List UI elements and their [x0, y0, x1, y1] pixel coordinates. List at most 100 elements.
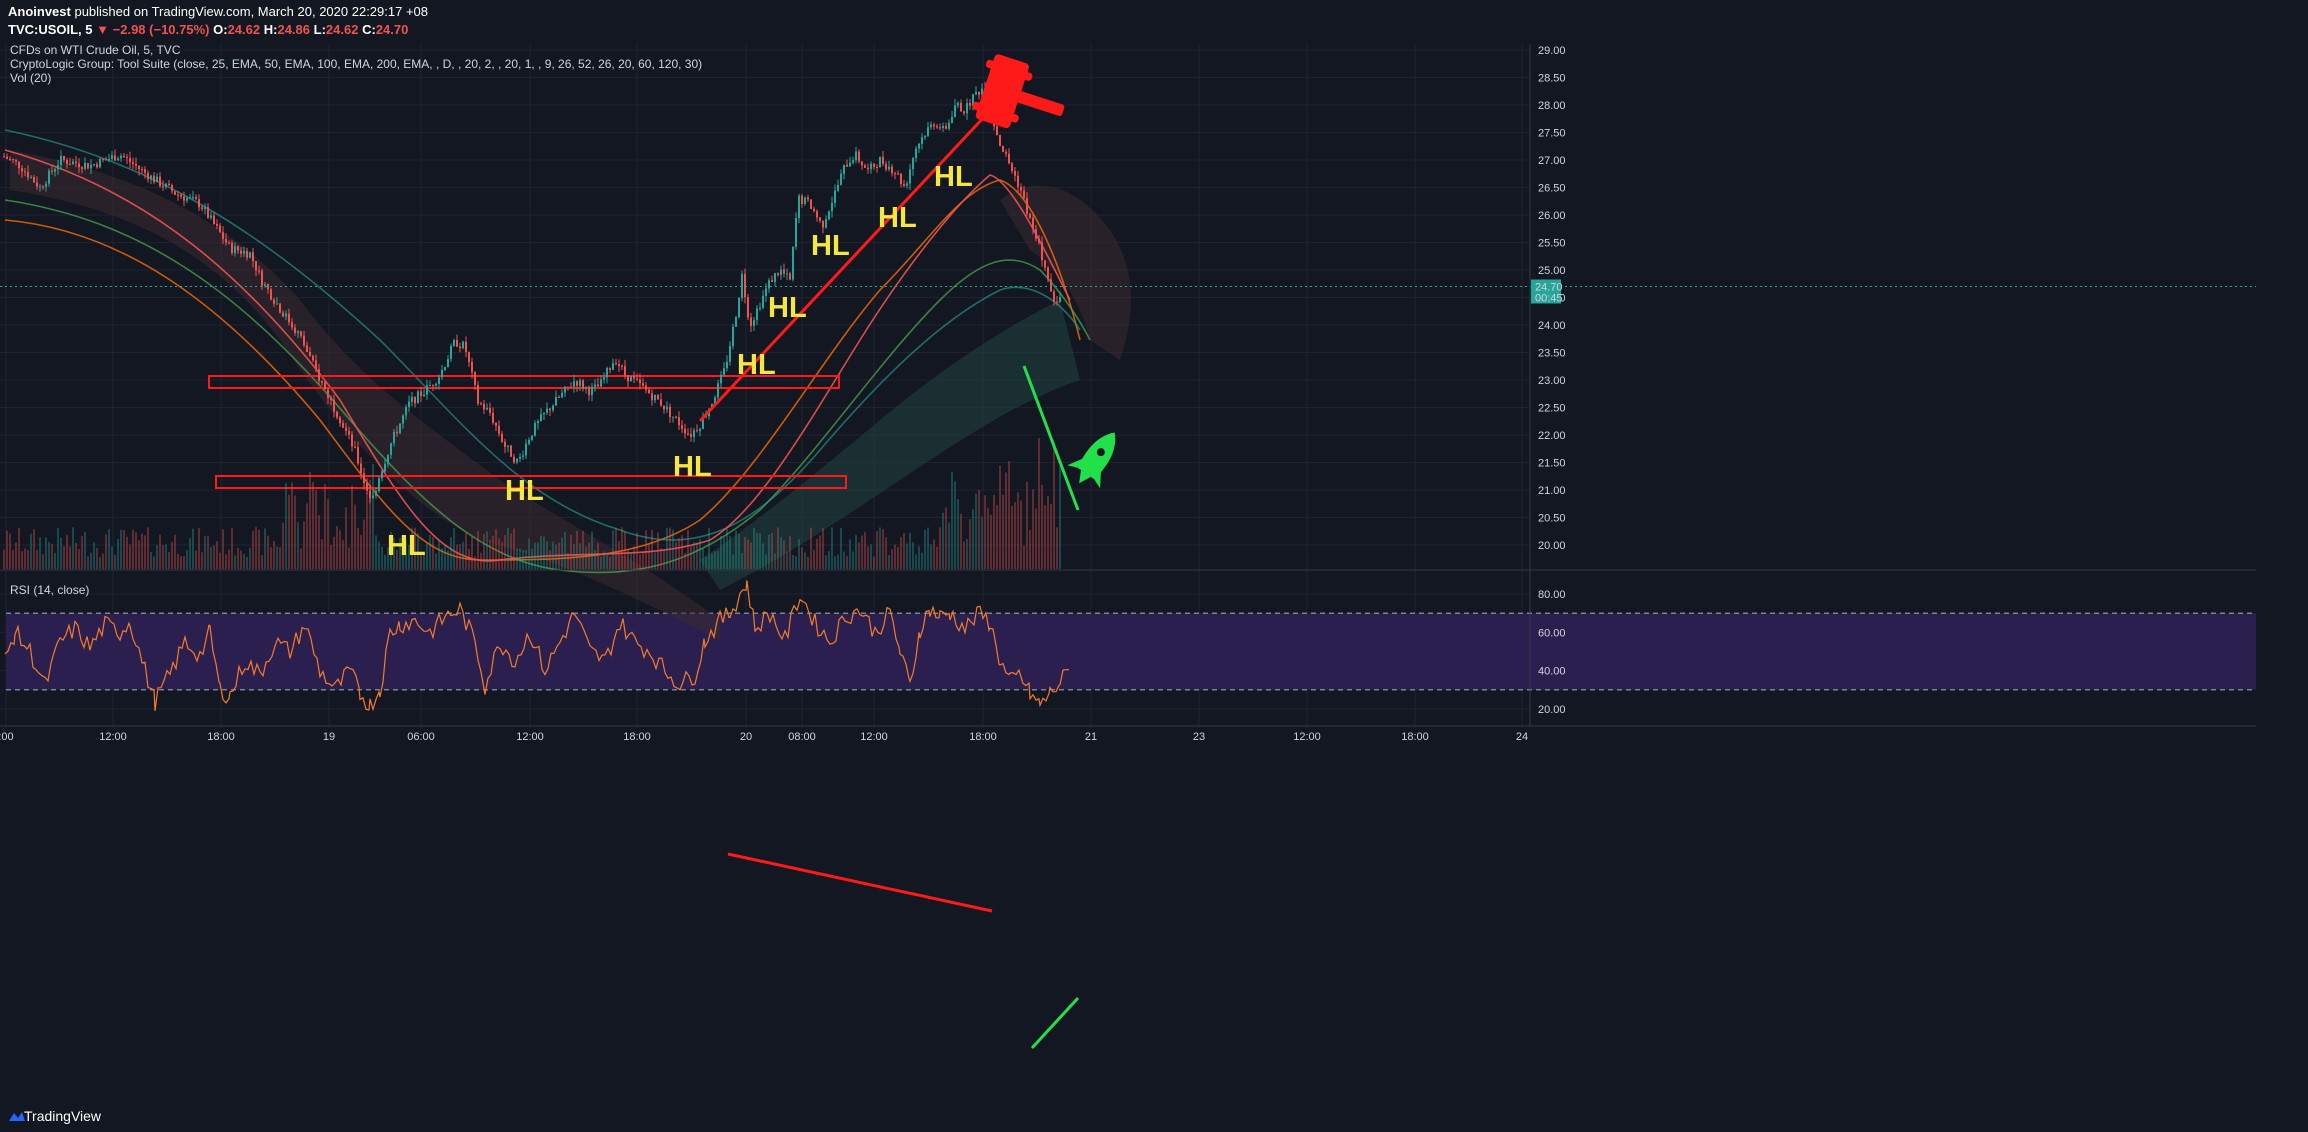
volume-bar [60, 537, 62, 569]
indicator-legend[interactable]: CryptoLogic Group: Tool Suite (close, 25… [10, 57, 702, 71]
candle-body [663, 405, 665, 410]
chart-canvas[interactable]: HL HL HL HL HL HL HL HL CFDs on WTI Crud… [0, 44, 2308, 1100]
falling-trendline[interactable] [1022, 365, 1080, 511]
rsi-axis[interactable]: 80.00 60.00 40.00 20.00 [1538, 589, 1566, 716]
volume-bar [3, 549, 5, 569]
volume-bar [594, 550, 596, 569]
volume-bar [210, 546, 212, 569]
time-tick-label: 18:00 [623, 731, 651, 743]
candle-body [321, 381, 323, 383]
candle-body [318, 369, 320, 382]
candle-body [69, 164, 71, 166]
candle-body [879, 156, 881, 168]
candle-body [75, 161, 77, 164]
candle-body [78, 163, 80, 168]
hl-label: HL [768, 292, 807, 324]
resistance-zone-lower[interactable] [215, 475, 847, 489]
candle-body [336, 411, 338, 418]
candle-body [228, 242, 230, 244]
candle-body [903, 183, 905, 186]
candle-body [1008, 153, 1010, 164]
volume-bar [297, 522, 299, 569]
volume-bar [939, 527, 941, 569]
time-axis[interactable]: :00 12:00 18:00 19 06:00 12:00 18:00 20 08:00 12:… [0, 731, 1528, 743]
volume-bar [327, 499, 329, 569]
time-tick-label: 12:00 [1293, 731, 1321, 743]
volume-bar [798, 539, 800, 569]
volume-bar [558, 542, 560, 569]
candle-body [582, 380, 584, 389]
volume-bar [72, 527, 74, 569]
high-value: 24.86 [277, 22, 311, 37]
tradingview-logo-icon [9, 1112, 25, 1121]
candle-body [1020, 186, 1022, 191]
candle-body [156, 176, 158, 183]
candle-body [432, 385, 434, 387]
rsi-pane[interactable] [0, 840, 2256, 1068]
volume-bar [42, 554, 44, 569]
brand-name[interactable]: TradingView [24, 1108, 102, 1124]
price-change: −2.98 (−10.75%) [112, 22, 210, 37]
volume-bar [111, 546, 113, 569]
candle-body [309, 351, 311, 357]
volume-bar [438, 540, 440, 569]
price-tick-label: 21.00 [1538, 485, 1566, 497]
volume-bar [381, 546, 383, 569]
candle-body [873, 163, 875, 168]
volume-bar [669, 527, 671, 569]
price-axis[interactable]: 29.00 28.50 28.00 27.50 27.00 26.50 26.00 25.50… [1538, 45, 1566, 552]
candle-body [1041, 242, 1043, 261]
volume-bar [639, 554, 641, 569]
candle-body [540, 414, 542, 422]
volume-bar [900, 537, 902, 569]
candle-body [1017, 175, 1019, 187]
volume-bar [1020, 500, 1022, 569]
candle-body [183, 196, 185, 201]
candle-body [1029, 213, 1031, 218]
candle-body [51, 170, 53, 172]
volume-bar [402, 535, 404, 569]
candle-body [867, 167, 869, 170]
rsi-bullish-divergence-line[interactable] [1030, 996, 1080, 1050]
volume-bar [771, 533, 773, 569]
candle-body [750, 317, 752, 326]
volume-bar [186, 550, 188, 569]
price-tick-label: 28.00 [1538, 100, 1566, 112]
candle-body [252, 252, 254, 262]
footer: TradingView [0, 1100, 2308, 1132]
volume-bar [156, 545, 158, 569]
rsi-series-line [4, 580, 1069, 712]
candle-body [300, 331, 302, 336]
rsi-bearish-divergence-line[interactable] [727, 852, 993, 913]
volume-bar [621, 527, 623, 569]
rising-trendline[interactable] [698, 114, 987, 423]
candle-body [306, 345, 308, 352]
candle-body [39, 186, 41, 188]
volume-bar [1056, 527, 1058, 569]
candle-body [123, 155, 125, 158]
volume-legend[interactable]: Vol (20) [10, 71, 51, 85]
candle-body [294, 327, 296, 334]
publisher-name[interactable]: Anoinvest [8, 4, 71, 19]
candle-body [813, 208, 815, 212]
rsi-legend[interactable]: RSI (14, close) [10, 583, 89, 597]
candle-body [147, 172, 149, 180]
candle-body [276, 303, 278, 305]
candle-body [915, 148, 917, 159]
candle-body [153, 175, 155, 183]
candle-body [429, 385, 431, 387]
volume-bar [45, 537, 47, 569]
volume-bar [903, 532, 905, 569]
candle-body [843, 164, 845, 174]
hl-label: HL [387, 530, 426, 562]
candle-body [999, 135, 1001, 146]
volume-bar [270, 547, 272, 569]
resistance-zone-upper[interactable] [208, 375, 840, 389]
volume-bar [1038, 438, 1040, 569]
price-pane[interactable] [0, 44, 2256, 840]
candle-body [885, 163, 887, 170]
publication-header: Anoinvest published on TradingView.com, … [0, 0, 2308, 44]
candle-body [900, 173, 902, 184]
candle-body [894, 173, 896, 175]
volume-bar [570, 534, 572, 569]
